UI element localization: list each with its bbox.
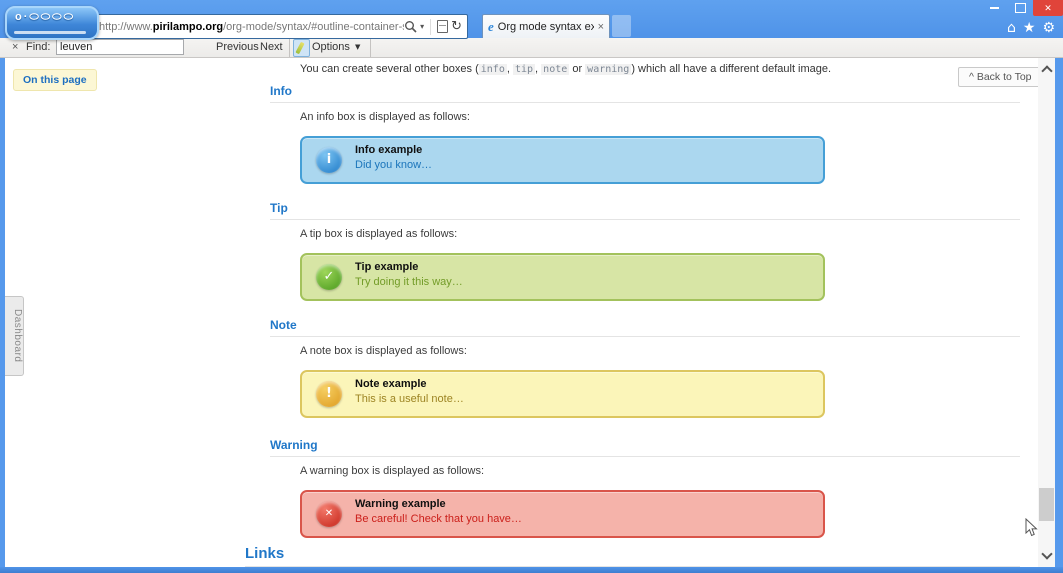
- mouse-cursor: [1025, 517, 1038, 542]
- window-border-bottom: [0, 567, 1063, 573]
- tip-box: ✓ Tip example Try doing it this way…: [300, 253, 825, 301]
- watermark-logo-subtext: [14, 31, 86, 34]
- code-info: info: [478, 64, 507, 75]
- heading-rule: [270, 456, 1020, 457]
- favorites-star-icon[interactable]: ★: [1022, 20, 1036, 36]
- scroll-down-icon[interactable]: [1041, 548, 1053, 560]
- info-circle-icon: i: [316, 147, 342, 173]
- section-heading: Info: [270, 84, 292, 98]
- heading-rule: [270, 336, 1020, 337]
- info-box: i Info example Did you know…: [300, 136, 825, 184]
- watermark-logo-text: o·⬭⬭⬭⬭: [15, 11, 75, 23]
- warning-x-icon: ✕: [316, 501, 342, 527]
- minimize-button[interactable]: [981, 0, 1007, 16]
- tip-box-text: Try doing it this way…: [355, 276, 463, 288]
- tab-title: Org mode syntax ex...: [497, 20, 594, 33]
- heading-rule: [270, 102, 1020, 103]
- section-note: Note A note box is displayed as follows:…: [270, 318, 1020, 418]
- section-heading: Warning: [270, 438, 318, 452]
- back-to-top-button[interactable]: ^ Back to Top: [958, 67, 1043, 87]
- find-bar: × Find: Previous Next Options ▼: [0, 38, 1063, 58]
- info-box-text: Did you know…: [355, 159, 433, 171]
- section-tip: Tip A tip box is displayed as follows: ✓…: [270, 201, 1020, 301]
- window-controls: ✕: [981, 0, 1063, 17]
- section-heading: Tip: [270, 201, 288, 215]
- window-border-left: [0, 58, 5, 573]
- tip-box-title: Tip example: [355, 261, 419, 273]
- note-box-title: Note example: [355, 378, 427, 390]
- find-label: Find:: [26, 41, 51, 53]
- home-icon[interactable]: ⌂: [1006, 20, 1016, 36]
- section-lead: A warning box is displayed as follows:: [300, 465, 485, 477]
- page-content: You can create several other boxes (info…: [5, 58, 1055, 567]
- find-options-arrow-icon[interactable]: ▼: [355, 43, 361, 51]
- code-tip: tip: [512, 64, 536, 75]
- vertical-scrollbar[interactable]: [1038, 58, 1055, 567]
- url-text[interactable]: http://www.pirilampo.org/org-mode/syntax…: [99, 20, 404, 33]
- tab-close-icon[interactable]: ×: [597, 20, 604, 33]
- address-bar[interactable]: http://www.pirilampo.org/org-mode/syntax…: [64, 14, 468, 39]
- browser-chrome: o·⬭⬭⬭⬭ http://www.pirilampo.org/org-mode…: [0, 0, 1063, 40]
- find-input[interactable]: [56, 39, 184, 55]
- warning-box-text: Be careful! Check that you have…: [355, 513, 522, 525]
- find-previous-button[interactable]: Previous: [216, 41, 259, 53]
- quick-icons: ⌂ ★ ⚙: [1007, 20, 1055, 36]
- section-links: Links: [245, 545, 1020, 567]
- section-lead: A tip box is displayed as follows:: [300, 228, 458, 240]
- maximize-icon: [1014, 3, 1026, 13]
- find-next-button[interactable]: Next: [260, 41, 283, 53]
- note-box: ! Note example This is a useful note…: [300, 370, 825, 418]
- settings-gear-icon[interactable]: ⚙: [1042, 20, 1055, 36]
- find-bar-divider: [370, 38, 371, 57]
- close-button[interactable]: ✕: [1033, 0, 1063, 16]
- heading-rule: [270, 219, 1020, 220]
- maximize-button[interactable]: [1007, 0, 1033, 16]
- scrollbar-thumb[interactable]: [1039, 488, 1054, 521]
- address-dropdown-icon[interactable]: ▾: [420, 22, 425, 31]
- warning-box: ✕ Warning example Be careful! Check that…: [300, 490, 825, 538]
- dashboard-side-tab[interactable]: Dashboard: [5, 296, 24, 376]
- tip-check-icon: ✓: [316, 264, 342, 290]
- compatibility-view-icon[interactable]: [437, 20, 449, 33]
- close-icon: ✕: [1044, 2, 1052, 13]
- highlighter-pen-icon: [295, 41, 305, 55]
- section-info: Info An info box is displayed as follows…: [270, 84, 1020, 184]
- code-warning: warning: [585, 64, 632, 75]
- search-icon[interactable]: [404, 20, 417, 33]
- find-options-button[interactable]: Options: [312, 41, 350, 53]
- note-exclamation-icon: !: [316, 381, 342, 407]
- links-heading: Links: [245, 545, 285, 562]
- new-tab-button[interactable]: [612, 15, 631, 37]
- find-bar-divider: [289, 38, 290, 57]
- refresh-icon[interactable]: ↻: [451, 19, 462, 34]
- intro-paragraph: You can create several other boxes (info…: [300, 63, 832, 75]
- watermark-logo: o·⬭⬭⬭⬭: [5, 6, 99, 40]
- window-border-right: [1055, 58, 1063, 573]
- minimize-icon: [989, 7, 999, 9]
- section-warning: Warning A warning box is displayed as fo…: [270, 438, 1020, 538]
- code-note: note: [541, 64, 570, 75]
- ie-favicon: e: [488, 18, 494, 34]
- on-this-page-button[interactable]: On this page: [13, 69, 97, 91]
- section-lead: An info box is displayed as follows:: [300, 111, 470, 123]
- section-heading: Note: [270, 318, 297, 332]
- address-bar-divider: [430, 18, 432, 35]
- note-box-text: This is a useful note…: [355, 393, 464, 405]
- scroll-up-icon[interactable]: [1041, 65, 1053, 77]
- find-close-icon[interactable]: ×: [12, 41, 19, 53]
- tab-org-mode-syntax[interactable]: e Org mode syntax ex... ×: [482, 14, 610, 38]
- info-box-title: Info example: [355, 144, 423, 156]
- section-lead: A note box is displayed as follows:: [300, 345, 467, 357]
- warning-box-title: Warning example: [355, 498, 446, 510]
- highlight-all-button[interactable]: [293, 39, 310, 57]
- heading-rule: [245, 566, 1020, 567]
